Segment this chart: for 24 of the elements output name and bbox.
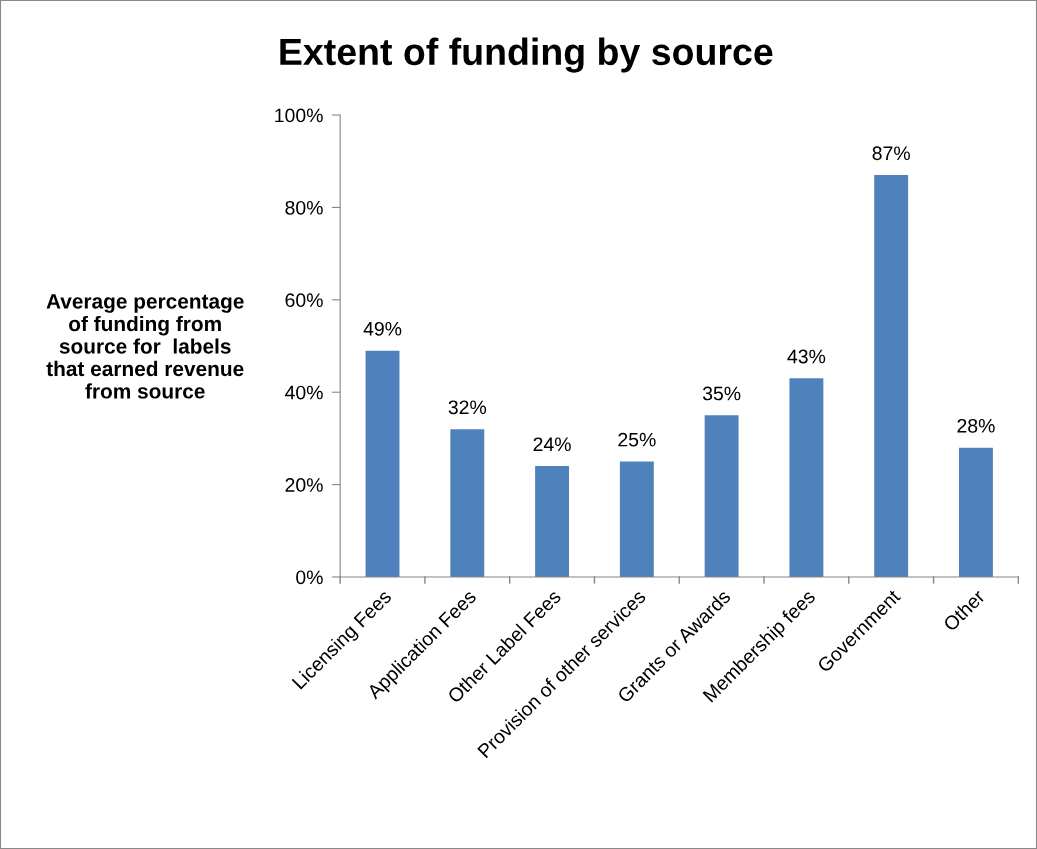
y-tick-label: 80%	[285, 200, 323, 215]
data-label: 24%	[533, 437, 571, 452]
y-tick-label: 0%	[296, 570, 323, 585]
bar	[365, 350, 400, 577]
data-label: 87%	[872, 146, 910, 161]
bar	[619, 461, 654, 577]
y-tick-label: 100%	[275, 108, 323, 123]
data-label: 43%	[787, 349, 826, 364]
data-label: 35%	[702, 386, 741, 401]
y-axis-title: Average percentage of funding from source for labels that earned revenue from source	[46, 294, 244, 399]
bar	[450, 429, 485, 577]
y-tick-label: 40%	[285, 385, 323, 400]
data-label: 25%	[618, 432, 656, 447]
y-tick-label: 60%	[285, 293, 323, 308]
y-tick-label: 20%	[285, 478, 323, 492]
data-label: 28%	[957, 418, 995, 433]
bar	[874, 175, 909, 577]
bar	[958, 447, 993, 577]
bar	[789, 378, 824, 577]
chart-title: Extent of funding by source	[280, 37, 773, 73]
data-label: 49%	[363, 321, 402, 336]
data-label: 32%	[448, 400, 487, 415]
bar	[704, 415, 739, 577]
bar	[535, 466, 570, 577]
